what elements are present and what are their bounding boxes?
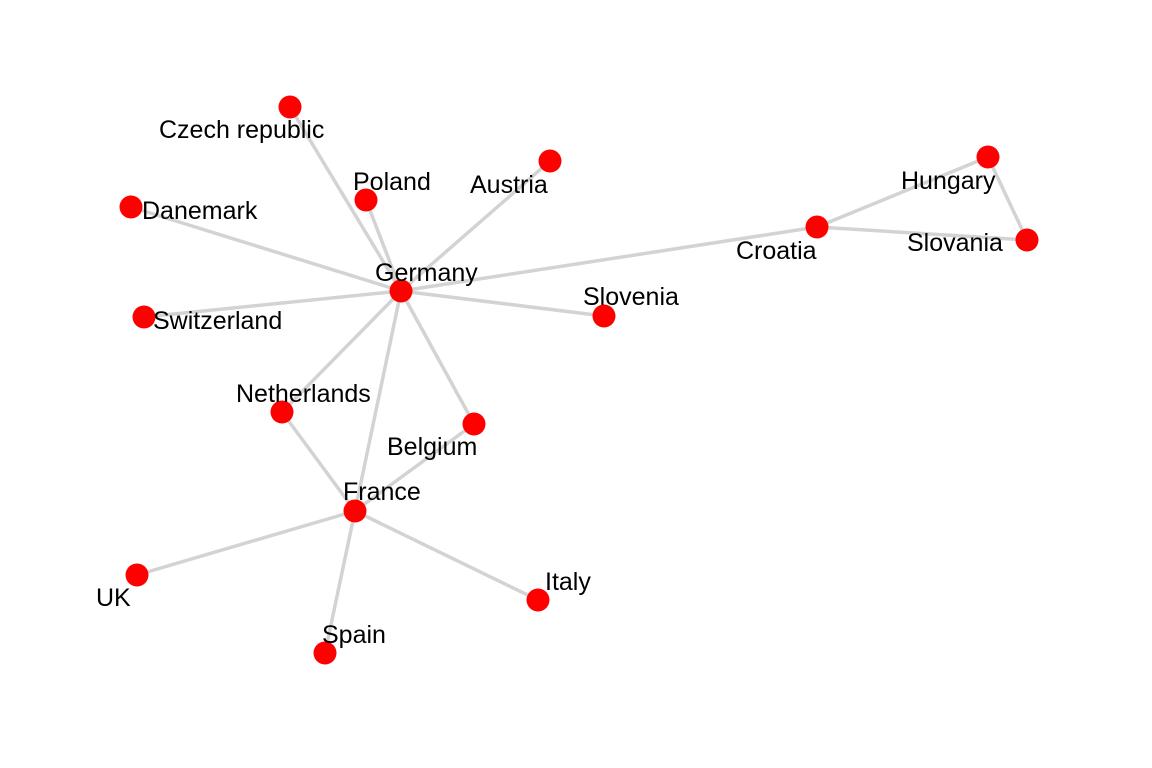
edge-croatia-hungary bbox=[815, 155, 990, 229]
node-spain bbox=[313, 641, 337, 665]
edge-france-spain bbox=[323, 509, 357, 655]
edge-germany-poland bbox=[364, 198, 403, 293]
nodes-layer bbox=[119, 95, 1039, 665]
node-hungary bbox=[976, 145, 1000, 169]
edge-belgium-france bbox=[353, 422, 476, 513]
node-label-austria: Austria bbox=[470, 171, 548, 199]
edge-germany-danemark bbox=[129, 205, 403, 293]
node-germany bbox=[389, 279, 413, 303]
edge-germany-switzerland bbox=[142, 289, 403, 319]
node-poland bbox=[354, 188, 378, 212]
node-label-hungary: Hungary bbox=[901, 167, 996, 195]
edge-germany-austria bbox=[399, 159, 552, 293]
node-italy bbox=[526, 588, 550, 612]
node-label-netherlands: Netherlands bbox=[236, 380, 371, 408]
node-label-slovenia: Slovenia bbox=[583, 283, 679, 311]
edge-germany-france bbox=[353, 289, 403, 513]
edge-croatia-slovania bbox=[815, 225, 1029, 242]
edge-germany-croatia bbox=[399, 225, 819, 293]
node-belgium bbox=[462, 412, 486, 436]
edge-germany-belgium bbox=[399, 289, 476, 426]
node-label-danemark: Danemark bbox=[142, 197, 258, 225]
node-czech bbox=[278, 95, 302, 119]
node-france bbox=[343, 499, 367, 523]
node-label-slovania: Slovania bbox=[907, 229, 1003, 257]
node-croatia bbox=[805, 215, 829, 239]
edge-france-uk bbox=[135, 509, 357, 577]
edge-germany-netherlands bbox=[280, 289, 403, 414]
node-label-croatia: Croatia bbox=[736, 237, 817, 265]
node-label-czech: Czech republic bbox=[159, 116, 324, 144]
node-danemark bbox=[119, 195, 143, 219]
node-label-germany: Germany bbox=[375, 259, 478, 287]
node-switzerland bbox=[132, 305, 156, 329]
edge-france-italy bbox=[353, 509, 540, 602]
node-label-poland: Poland bbox=[353, 168, 431, 196]
edge-netherlands-france bbox=[280, 410, 357, 513]
node-label-uk: UK bbox=[96, 584, 131, 612]
edges-layer bbox=[129, 105, 1029, 655]
node-slovenia bbox=[592, 304, 616, 328]
edge-germany-czech bbox=[288, 105, 403, 293]
node-uk bbox=[125, 563, 149, 587]
node-label-italy: Italy bbox=[545, 568, 591, 596]
node-label-belgium: Belgium bbox=[387, 433, 477, 461]
node-label-spain: Spain bbox=[322, 621, 386, 649]
node-netherlands bbox=[270, 400, 294, 424]
edge-hungary-slovania bbox=[986, 155, 1029, 242]
node-label-france: France bbox=[343, 478, 421, 506]
edge-germany-slovenia bbox=[399, 289, 606, 318]
labels-layer: Germany Czech republic Poland Austria Danema… bbox=[96, 116, 1003, 649]
node-austria bbox=[538, 149, 562, 173]
node-slovania bbox=[1015, 228, 1039, 252]
node-label-switzerland: Switzerland bbox=[153, 307, 282, 335]
